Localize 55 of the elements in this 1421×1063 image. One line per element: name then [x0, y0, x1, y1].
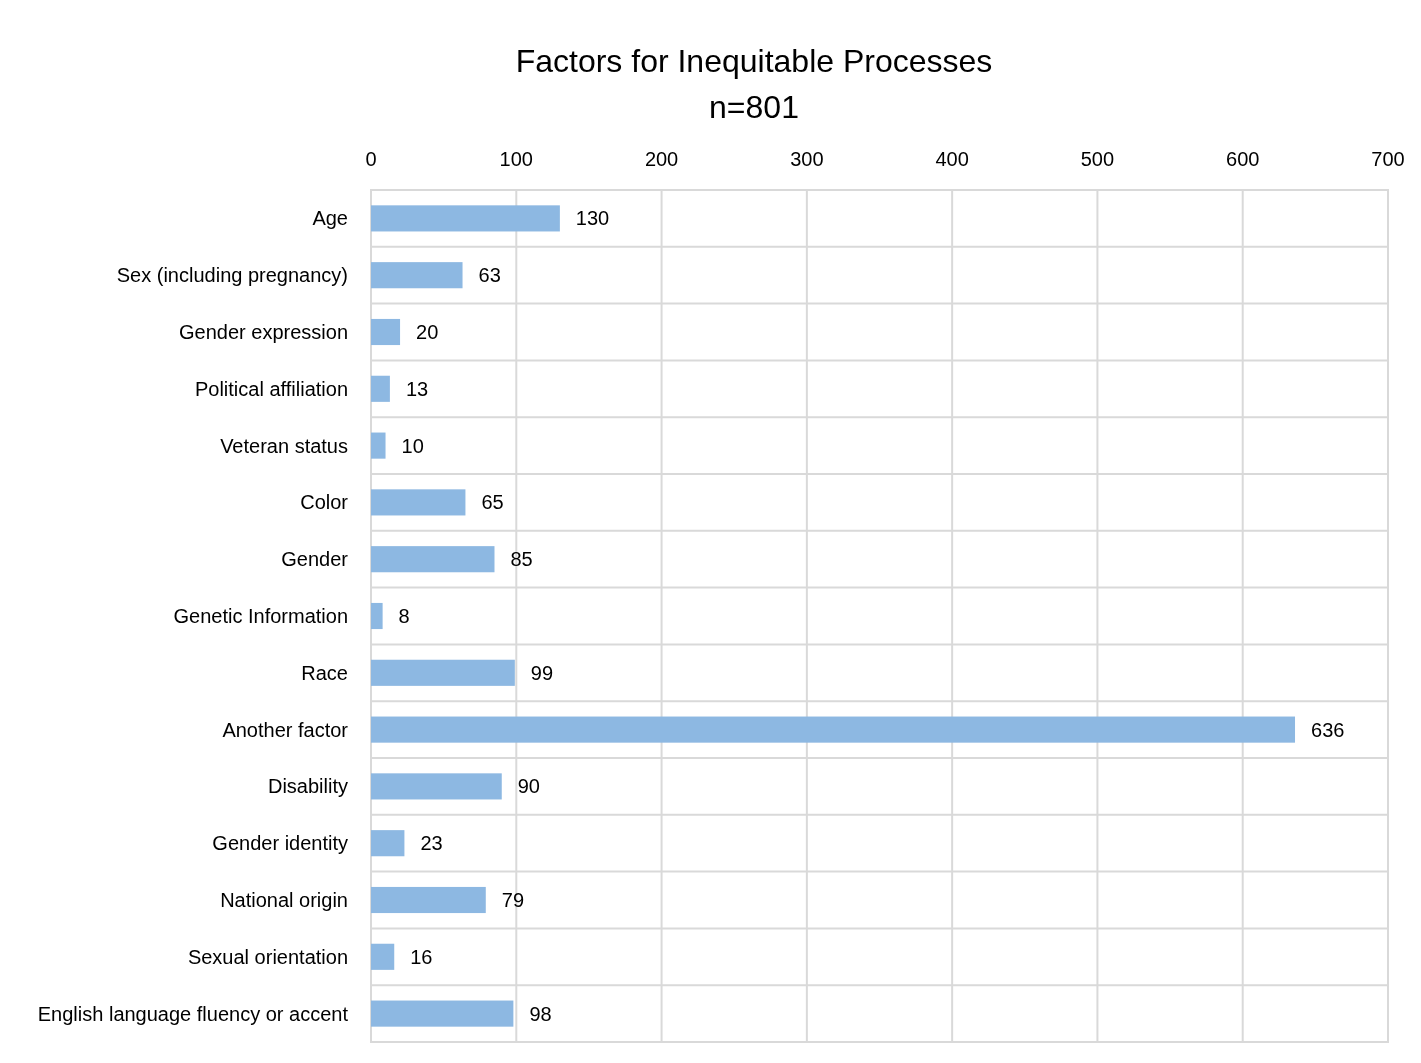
- y-tick-label: Sex (including pregnancy): [116, 264, 348, 287]
- bar: [371, 546, 495, 573]
- data-label: 99: [530, 661, 554, 684]
- bar: [371, 716, 1296, 743]
- y-tick-label: Age: [312, 207, 348, 230]
- y-tick-label: Veteran status: [220, 434, 348, 457]
- bar: [371, 432, 386, 459]
- data-label: 130: [575, 207, 610, 230]
- x-tick-label: 200: [644, 148, 679, 170]
- bar: [371, 602, 383, 630]
- x-tick-label: 400: [935, 148, 969, 170]
- bar: [371, 375, 390, 402]
- bar: [371, 659, 515, 686]
- x-tick-label: 100: [499, 148, 533, 170]
- bar: [371, 262, 463, 289]
- x-tick-label: 0: [365, 148, 377, 170]
- data-label: 85: [510, 548, 533, 571]
- bar: [371, 318, 401, 346]
- data-label: 79: [501, 889, 525, 911]
- y-tick-label: Race: [301, 661, 348, 684]
- y-tick-label: National origin: [220, 889, 348, 911]
- y-tick-label: Color: [300, 491, 349, 514]
- bar: [371, 489, 466, 516]
- data-label: 13: [405, 377, 429, 400]
- x-tick-label: 700: [1371, 148, 1405, 170]
- data-label: 20: [416, 321, 439, 343]
- data-label: 63: [478, 264, 501, 287]
- data-label: 98: [529, 1002, 552, 1025]
- data-label: 8: [398, 605, 410, 627]
- x-tick-label: 500: [1080, 148, 1115, 170]
- chart-subtitle: n=801: [709, 89, 799, 125]
- bar: [371, 830, 405, 857]
- bar: [371, 773, 502, 800]
- bar: [371, 886, 486, 914]
- bar: [371, 943, 395, 970]
- data-label: 90: [517, 775, 541, 798]
- data-label: 636: [1311, 718, 1345, 741]
- x-tick-label: 300: [790, 148, 824, 170]
- y-tick-label: Gender: [281, 548, 349, 571]
- data-label: 16: [410, 945, 433, 968]
- data-label: 23: [420, 832, 443, 855]
- y-tick-label: Gender identity: [212, 832, 348, 855]
- y-tick-label: English language fluency or accent: [37, 1002, 349, 1025]
- y-tick-label: Political affiliation: [194, 377, 348, 400]
- y-tick-label: Another factor: [222, 718, 349, 741]
- x-tick-label: 600: [1226, 148, 1260, 170]
- bar: [371, 205, 560, 232]
- data-label: 10: [401, 434, 424, 457]
- y-tick-label: Sexual orientation: [187, 945, 348, 968]
- y-tick-label: Genetic Information: [173, 605, 348, 627]
- chart-title: Factors for Inequitable Processes: [515, 43, 993, 79]
- bar: [371, 1000, 514, 1027]
- y-tick-label: Disability: [267, 775, 348, 798]
- y-tick-label: Gender expression: [179, 321, 348, 343]
- data-label: 65: [481, 491, 504, 514]
